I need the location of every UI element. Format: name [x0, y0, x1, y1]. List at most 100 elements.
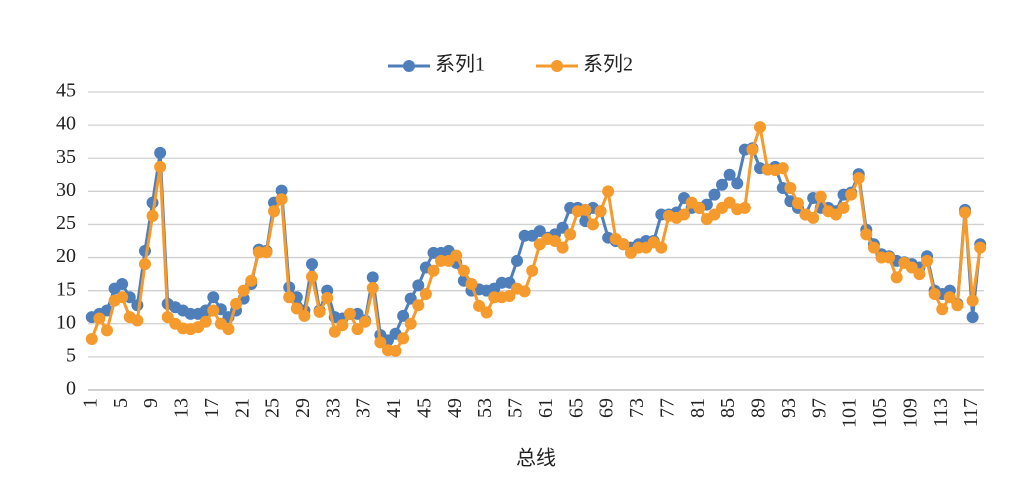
point — [199, 315, 212, 328]
point — [427, 264, 440, 277]
point — [776, 162, 789, 175]
point — [617, 238, 630, 251]
point — [366, 282, 379, 295]
y-tick-label: 20 — [56, 245, 76, 267]
x-tick-label: 53 — [474, 398, 496, 418]
point — [404, 317, 417, 330]
point — [807, 211, 820, 224]
point — [852, 172, 865, 185]
x-tick-label: 13 — [171, 398, 193, 418]
point — [511, 254, 524, 267]
y-tick-label: 45 — [56, 80, 76, 102]
point — [313, 305, 326, 318]
point — [837, 201, 850, 214]
x-tick-label: 65 — [565, 398, 587, 418]
point — [366, 271, 379, 284]
point — [374, 336, 387, 349]
point — [890, 271, 903, 284]
x-tick-label: 41 — [383, 398, 405, 418]
x-tick-label: 33 — [322, 398, 344, 418]
point — [245, 274, 258, 287]
x-tick-label: 9 — [140, 398, 162, 408]
point — [260, 246, 273, 259]
point — [503, 289, 516, 302]
x-tick-label: 21 — [231, 398, 253, 418]
point — [731, 177, 744, 190]
x-axis-label: 总线 — [516, 447, 556, 470]
point — [791, 197, 804, 210]
x-tick-label: 61 — [535, 398, 557, 418]
point — [594, 205, 607, 218]
point — [845, 188, 858, 201]
point — [959, 206, 972, 219]
x-tick-label: 85 — [717, 398, 739, 418]
point — [397, 309, 410, 322]
point — [883, 251, 896, 264]
point — [943, 291, 956, 304]
point — [321, 291, 334, 304]
legend-marker — [551, 60, 563, 72]
point — [450, 249, 463, 262]
x-tick-label: 101 — [839, 398, 861, 428]
point — [655, 241, 668, 254]
x-tick-label: 97 — [808, 398, 830, 418]
x-tick-label: 117 — [960, 398, 982, 427]
point — [275, 193, 288, 206]
point — [116, 278, 129, 291]
point — [389, 344, 402, 357]
point — [921, 254, 934, 267]
point — [154, 146, 167, 159]
point — [579, 203, 592, 216]
x-tick-label: 25 — [262, 398, 284, 418]
x-tick-label: 89 — [748, 398, 770, 418]
point — [351, 323, 364, 336]
point — [716, 178, 729, 191]
point — [784, 182, 797, 195]
point — [85, 333, 98, 346]
point — [275, 184, 288, 197]
point — [480, 306, 493, 319]
x-tick-label: 105 — [869, 398, 891, 428]
point — [138, 258, 151, 271]
point — [412, 299, 425, 312]
point — [290, 302, 303, 315]
x-tick-label: 109 — [899, 398, 921, 428]
legend-label: 系列2 — [583, 53, 633, 76]
point — [465, 278, 478, 291]
point — [678, 208, 691, 221]
point — [867, 241, 880, 254]
point — [693, 201, 706, 214]
point — [974, 241, 987, 254]
point — [100, 324, 113, 337]
point — [207, 304, 220, 317]
y-tick-label: 10 — [56, 311, 76, 333]
point — [306, 270, 318, 283]
y-tick-label: 25 — [56, 212, 76, 234]
y-tick-label: 5 — [66, 344, 76, 366]
legend-label: 系列1 — [435, 53, 485, 76]
point — [207, 291, 220, 304]
x-tick-label: 73 — [626, 398, 648, 418]
point — [419, 287, 432, 300]
legend-marker — [403, 60, 415, 72]
point — [412, 279, 425, 292]
point — [746, 143, 759, 156]
y-tick-label: 30 — [56, 179, 76, 201]
point — [146, 209, 159, 222]
point — [602, 185, 615, 198]
x-tick-label: 49 — [444, 398, 466, 418]
point — [336, 319, 349, 332]
point — [754, 121, 766, 134]
point — [936, 303, 949, 316]
point — [556, 241, 569, 254]
point — [951, 299, 964, 312]
point — [814, 190, 827, 203]
y-tick-label: 40 — [56, 113, 76, 135]
point — [860, 228, 873, 241]
point — [93, 312, 106, 325]
point — [928, 287, 941, 300]
point — [913, 268, 926, 281]
x-tick-label: 37 — [353, 398, 375, 418]
point — [397, 332, 410, 345]
